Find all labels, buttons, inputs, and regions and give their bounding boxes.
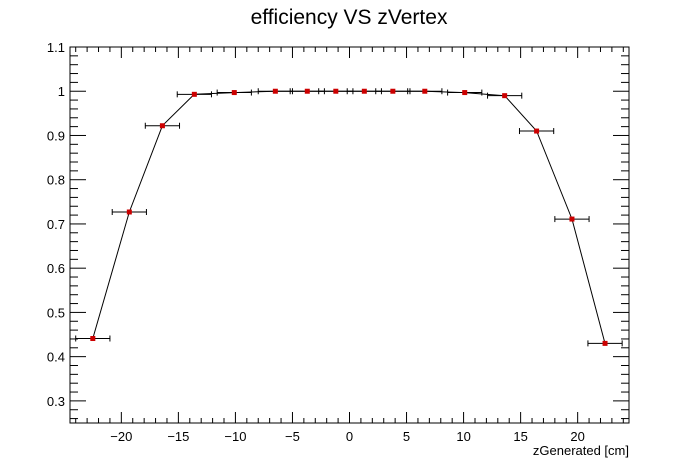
- data-point: [304, 88, 310, 94]
- data-point: [502, 93, 508, 99]
- x-axis-label: zGenerated [cm]: [533, 443, 629, 458]
- data-point: [361, 88, 367, 94]
- y-tick-labels: 0.3 0.4 0.5 0.6 0.7 0.8 0.9 1 1.1: [47, 40, 65, 409]
- data-point: [231, 90, 237, 96]
- data-point: [272, 88, 278, 94]
- y-tick-label: 0.9: [47, 128, 65, 143]
- x-tick-label: 5: [403, 429, 410, 444]
- data-point: [534, 128, 540, 134]
- x-tick-label: −15: [167, 429, 189, 444]
- y-tick-label: 0.4: [47, 350, 65, 365]
- y-tick-label: 0.3: [47, 394, 65, 409]
- data-point: [569, 216, 575, 222]
- y-tick-label: 1.1: [47, 40, 65, 55]
- x-tick-label: 20: [570, 429, 584, 444]
- data-point: [462, 90, 468, 96]
- plot-frame: [69, 46, 630, 424]
- x-tick-label: 10: [456, 429, 470, 444]
- error-bars: [75, 88, 623, 347]
- axis-ticks: [70, 46, 629, 423]
- data-point: [126, 209, 132, 215]
- data-point: [191, 91, 197, 97]
- data-point: [602, 340, 608, 346]
- x-tick-label: 0: [346, 429, 353, 444]
- y-tick-label: 0.7: [47, 217, 65, 232]
- series-line: [92, 90, 606, 344]
- x-tick-labels: −20 −15 −10 −5 0 5 10 15 20: [110, 429, 585, 444]
- data-point: [90, 336, 96, 342]
- y-tick-label: 1: [58, 84, 65, 99]
- y-tick-label: 0.8: [47, 173, 65, 188]
- data-point: [422, 88, 428, 94]
- x-tick-label: −20: [110, 429, 132, 444]
- chart-title: efficiency VS zVertex: [251, 6, 448, 29]
- data-point: [159, 123, 165, 129]
- x-tick-label: 15: [513, 429, 527, 444]
- data-points: [90, 88, 608, 346]
- x-tick-label: −10: [224, 429, 246, 444]
- x-tick-label: −5: [285, 429, 300, 444]
- data-point: [390, 88, 396, 94]
- y-tick-label: 0.5: [47, 305, 65, 320]
- data-point: [333, 88, 339, 94]
- y-tick-label: 0.6: [47, 261, 65, 276]
